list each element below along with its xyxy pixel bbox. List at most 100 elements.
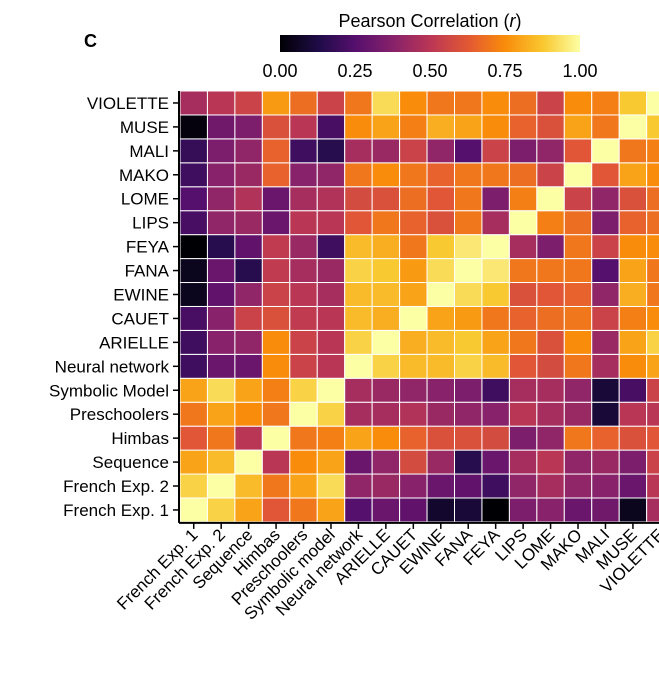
- heatmap-cell: [536, 186, 565, 212]
- heatmap-cell: [206, 138, 236, 164]
- heatmap-cell: [481, 210, 510, 236]
- heatmap-cell: [646, 282, 659, 307]
- heatmap-cell: [289, 210, 318, 236]
- y-tick-label: EWINE: [113, 285, 169, 304]
- heatmap-cell: [591, 353, 620, 379]
- y-tick-label: French Exp. 1: [63, 501, 169, 520]
- heatmap-cell: [344, 353, 373, 379]
- heatmap-cell: [399, 497, 428, 523]
- heatmap-cell: [179, 425, 208, 451]
- heatmap-cell: [563, 329, 593, 355]
- heatmap-cell: [316, 497, 346, 523]
- heatmap-cell: [206, 473, 236, 499]
- y-tick-label: Neural network: [55, 357, 170, 376]
- heatmap-cell: [261, 114, 291, 140]
- heatmap-cell: [316, 353, 346, 379]
- heatmap-cell: [481, 425, 510, 451]
- heatmap-cell: [536, 114, 565, 140]
- heatmap-cell: [234, 138, 263, 164]
- heatmap-cell: [344, 401, 373, 427]
- colorbar-tick-label: 0.00: [262, 61, 297, 81]
- heatmap-cell: [179, 258, 208, 284]
- y-tick-label: LIPS: [132, 214, 169, 233]
- heatmap-cell: [563, 258, 593, 284]
- heatmap-cell: [426, 401, 455, 427]
- heatmap-cell: [206, 282, 236, 307]
- heatmap-cell: [591, 234, 620, 260]
- heatmap-cell: [261, 258, 291, 284]
- heatmap-cell: [179, 114, 208, 140]
- heatmap-cell: [426, 353, 455, 379]
- heatmap-cell: [344, 377, 373, 403]
- heatmap-cell: [289, 329, 318, 355]
- heatmap-cell: [563, 473, 593, 499]
- heatmap-cell: [399, 90, 428, 116]
- heatmap-cell: [563, 449, 593, 475]
- heatmap-cell: [563, 401, 593, 427]
- colorbar: [280, 35, 580, 52]
- heatmap-cell: [371, 282, 401, 307]
- heatmap-cell: [344, 114, 373, 140]
- heatmap-cell: [454, 425, 483, 451]
- heatmap-cell: [316, 90, 346, 116]
- heatmap-cell: [234, 282, 263, 307]
- heatmap-cell: [481, 234, 510, 260]
- y-tick-label: Himbas: [111, 429, 169, 448]
- heatmap-cell: [563, 425, 593, 451]
- heatmap-cell: [454, 258, 483, 284]
- heatmap-cell: [289, 377, 318, 403]
- heatmap-cell: [179, 305, 208, 331]
- heatmap-cell: [371, 305, 401, 331]
- heatmap-cell: [261, 305, 291, 331]
- y-tick-label: FEYA: [126, 238, 170, 257]
- heatmap-cell: [234, 449, 263, 475]
- heatmap-cell: [371, 377, 401, 403]
- heatmap-cell: [399, 401, 428, 427]
- heatmap-cell: [618, 473, 648, 499]
- heatmap-cell: [508, 90, 538, 116]
- colorbar-tick-label: 0.75: [487, 61, 522, 81]
- heatmap-cell: [454, 305, 483, 331]
- heatmap-cell: [234, 353, 263, 379]
- heatmap-cell: [234, 329, 263, 355]
- colorbar-tick-label: 0.25: [337, 61, 372, 81]
- heatmap-cell: [426, 138, 455, 164]
- heatmap-cell: [371, 401, 401, 427]
- y-tick-label: VIOLETTE: [87, 94, 169, 113]
- heatmap-cell: [481, 401, 510, 427]
- heatmap-cell: [591, 305, 620, 331]
- heatmap-cell: [261, 425, 291, 451]
- heatmap-cell: [289, 234, 318, 260]
- heatmap-cell: [591, 425, 620, 451]
- heatmap-cell: [399, 473, 428, 499]
- heatmap-cell: [591, 401, 620, 427]
- heatmap-cell: [618, 258, 648, 284]
- heatmap-cell: [316, 449, 346, 475]
- heatmap-cell: [508, 114, 538, 140]
- heatmap-cell: [618, 425, 648, 451]
- heatmap-cell: [234, 473, 263, 499]
- heatmap-cell: [371, 449, 401, 475]
- heatmap-cell: [316, 473, 346, 499]
- heatmap-cell: [206, 329, 236, 355]
- heatmap-cell: [618, 401, 648, 427]
- heatmap-cell: [454, 90, 483, 116]
- heatmap-cell: [618, 114, 648, 140]
- heatmap-cell: [426, 329, 455, 355]
- y-tick-label: French Exp. 2: [63, 477, 169, 496]
- heatmap-cell: [179, 210, 208, 236]
- heatmap-cell: [316, 234, 346, 260]
- heatmap-cell: [536, 138, 565, 164]
- heatmap-cell: [261, 138, 291, 164]
- heatmap-cell: [454, 497, 483, 523]
- heatmap-cell: [316, 425, 346, 451]
- heatmap-cell: [646, 186, 659, 212]
- heatmap-cell: [206, 425, 236, 451]
- heatmap-cell: [454, 353, 483, 379]
- heatmap-cell: [179, 353, 208, 379]
- heatmap-cell: [618, 186, 648, 212]
- heatmap-cell: [179, 401, 208, 427]
- heatmap-cell: [563, 305, 593, 331]
- heatmap-cell: [591, 114, 620, 140]
